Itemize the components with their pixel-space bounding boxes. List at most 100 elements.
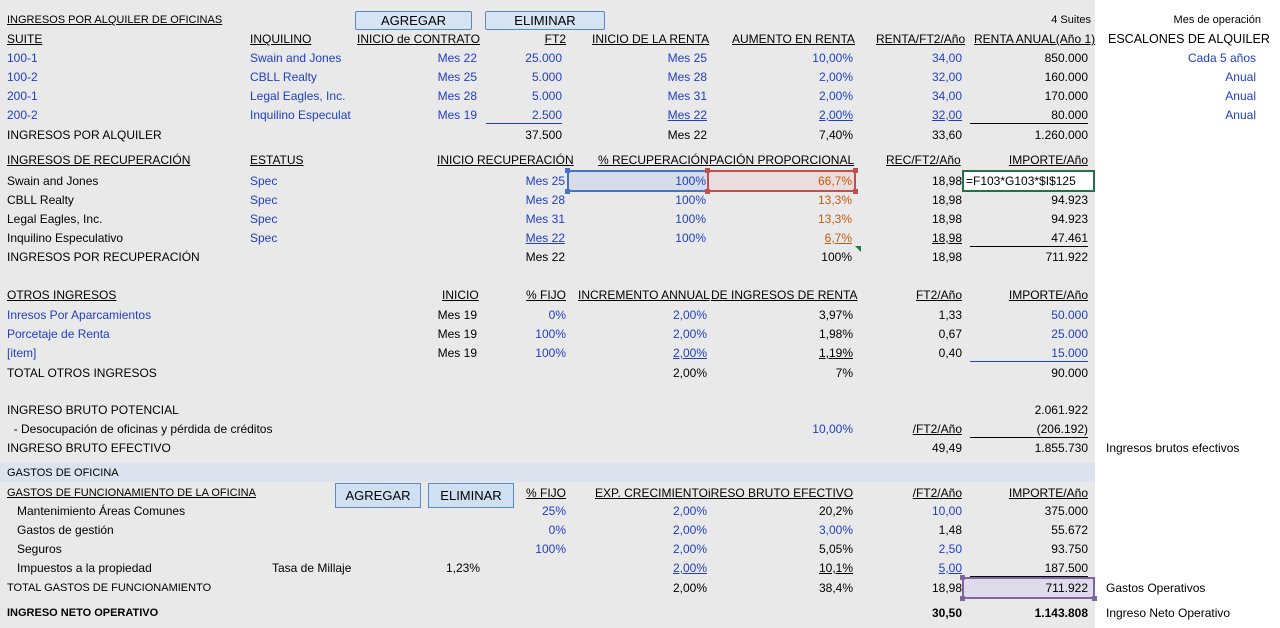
escalon-3[interactable]: Anual — [1225, 89, 1256, 103]
escalon-4[interactable]: Anual — [1225, 108, 1256, 122]
cell[interactable]: 94.923 — [1051, 193, 1088, 207]
cell[interactable]: 100% — [675, 212, 706, 226]
cell[interactable]: 32,00 — [931, 108, 962, 122]
cell[interactable]: Mes 22 — [667, 108, 707, 122]
agregar-gastos-button[interactable]: AGREGAR — [335, 483, 421, 508]
cell[interactable]: 47.461 — [970, 229, 1088, 247]
cell[interactable]: 711.922 — [1045, 581, 1089, 595]
cell[interactable]: 34,00 — [931, 89, 962, 103]
cell[interactable]: Mes 22 — [437, 51, 477, 65]
selection-handle[interactable] — [565, 189, 570, 194]
cell[interactable]: 100% — [675, 174, 706, 188]
cell[interactable]: Mes 28 — [667, 70, 707, 84]
cell[interactable]: Gastos de gestión — [17, 523, 114, 537]
cell[interactable]: 200-2 — [7, 108, 38, 122]
millaje-value[interactable]: 1,23% — [446, 561, 481, 575]
cell[interactable]: Spec — [250, 212, 278, 226]
cell[interactable]: 10,00% — [812, 422, 853, 436]
cell[interactable]: Mes 25 — [437, 70, 477, 84]
cell[interactable]: 18,98 — [931, 250, 962, 264]
cell[interactable]: 20,2% — [818, 504, 853, 518]
cell[interactable]: 1,19% — [818, 346, 853, 360]
cell[interactable]: Mes 25 — [667, 51, 707, 65]
cell[interactable]: 38,4% — [818, 581, 853, 595]
cell[interactable]: 2,00% — [818, 89, 853, 103]
selection-handle[interactable] — [565, 168, 570, 173]
cell[interactable]: 18,98 — [931, 231, 962, 245]
cell[interactable]: 2,00% — [672, 346, 707, 360]
cell[interactable]: 25.000 — [1051, 327, 1088, 341]
cell[interactable]: 2.500 — [486, 106, 562, 124]
cell[interactable]: 375.000 — [1044, 504, 1088, 518]
selection-handle[interactable] — [1092, 596, 1097, 601]
cell[interactable]: Swain and Jones — [250, 51, 342, 65]
selection-handle[interactable] — [853, 189, 858, 194]
cell[interactable]: 55.672 — [1051, 523, 1088, 537]
cell[interactable]: Spec — [250, 174, 278, 188]
cell[interactable]: 100% — [535, 327, 566, 341]
cell[interactable]: 10,00% — [812, 51, 853, 65]
cell[interactable]: 0,67 — [938, 327, 962, 341]
cell[interactable]: Inresos Por Aparcamientos — [7, 308, 152, 322]
cell[interactable]: 94.923 — [1051, 212, 1088, 226]
escalon-1[interactable]: Cada 5 años — [1187, 51, 1256, 65]
cell[interactable]: 10,00 — [931, 504, 962, 518]
cell[interactable]: 6,7% — [824, 231, 852, 245]
cell[interactable]: Inquilino Especulativo — [7, 231, 124, 245]
cell[interactable]: 25% — [541, 504, 566, 518]
agregar-button[interactable]: AGREGAR — [355, 11, 472, 30]
cell[interactable]: Legal Eagles, Inc. — [250, 89, 346, 103]
cell[interactable]: 2,00% — [672, 523, 707, 537]
cell[interactable]: 1,98% — [818, 327, 853, 341]
cell[interactable]: 711.922 — [1045, 250, 1089, 264]
cell[interactable]: 3,00% — [818, 523, 853, 537]
cell[interactable]: 18,98 — [931, 212, 962, 226]
cell[interactable]: Mes 31 — [667, 89, 707, 103]
cell[interactable]: 18,98 — [931, 174, 962, 188]
cell[interactable]: 200-1 — [7, 89, 38, 103]
cell[interactable]: Mes 22 — [525, 231, 565, 245]
eliminar-button[interactable]: ELIMINAR — [485, 11, 605, 30]
cell[interactable]: 100% — [535, 346, 566, 360]
escalon-2[interactable]: Anual — [1225, 70, 1256, 84]
cell[interactable]: 850.000 — [1044, 51, 1088, 65]
cell[interactable]: 2,00% — [672, 327, 707, 341]
cell[interactable]: 0% — [548, 308, 566, 322]
cell[interactable]: 3,97% — [818, 308, 853, 322]
cell[interactable]: 0% — [548, 523, 566, 537]
cell[interactable]: 90.000 — [1051, 366, 1088, 380]
cell[interactable]: 13,3% — [817, 193, 852, 207]
cell[interactable]: Spec — [250, 231, 278, 245]
cell[interactable]: Porcetaje de Renta — [7, 327, 110, 341]
active-cell-editor[interactable] — [962, 170, 1095, 192]
cell[interactable]: Swain and Jones — [7, 174, 99, 188]
cell[interactable]: 18,98 — [931, 193, 962, 207]
cell[interactable]: 7% — [835, 366, 853, 380]
cell[interactable]: 187.500 — [970, 559, 1088, 577]
cell[interactable]: CBLL Realty — [250, 70, 317, 84]
cell[interactable]: 37.500 — [525, 128, 562, 142]
cell[interactable]: Mes 25 — [525, 174, 565, 188]
cell[interactable]: 34,00 — [931, 51, 962, 65]
cell[interactable]: 5,00 — [938, 561, 962, 575]
cell[interactable]: Impuestos a la propiedad — [17, 561, 152, 575]
cell[interactable]: 30,50 — [931, 606, 962, 620]
selection-handle[interactable] — [705, 189, 710, 194]
cell[interactable]: 25.000 — [525, 51, 562, 65]
cell[interactable]: Seguros — [17, 542, 62, 556]
cell[interactable]: 100-1 — [7, 51, 38, 65]
cell[interactable]: 2.061.922 — [1034, 403, 1088, 417]
cell[interactable]: 66,7% — [817, 174, 852, 188]
cell[interactable]: 13,3% — [817, 212, 852, 226]
cell[interactable]: 0,40 — [938, 346, 962, 360]
cell[interactable]: CBLL Realty — [7, 193, 74, 207]
cell[interactable]: (206.192) — [970, 420, 1088, 438]
cell[interactable]: 2,00% — [672, 366, 707, 380]
selection-handle[interactable] — [853, 168, 858, 173]
cell[interactable]: 1.260.000 — [1034, 128, 1088, 142]
cell[interactable]: 100% — [675, 193, 706, 207]
cell[interactable]: 15.000 — [970, 344, 1088, 362]
cell[interactable]: 170.000 — [1044, 89, 1088, 103]
cell[interactable]: Mes 19 — [437, 346, 477, 360]
cell[interactable]: 93.750 — [1051, 542, 1088, 556]
